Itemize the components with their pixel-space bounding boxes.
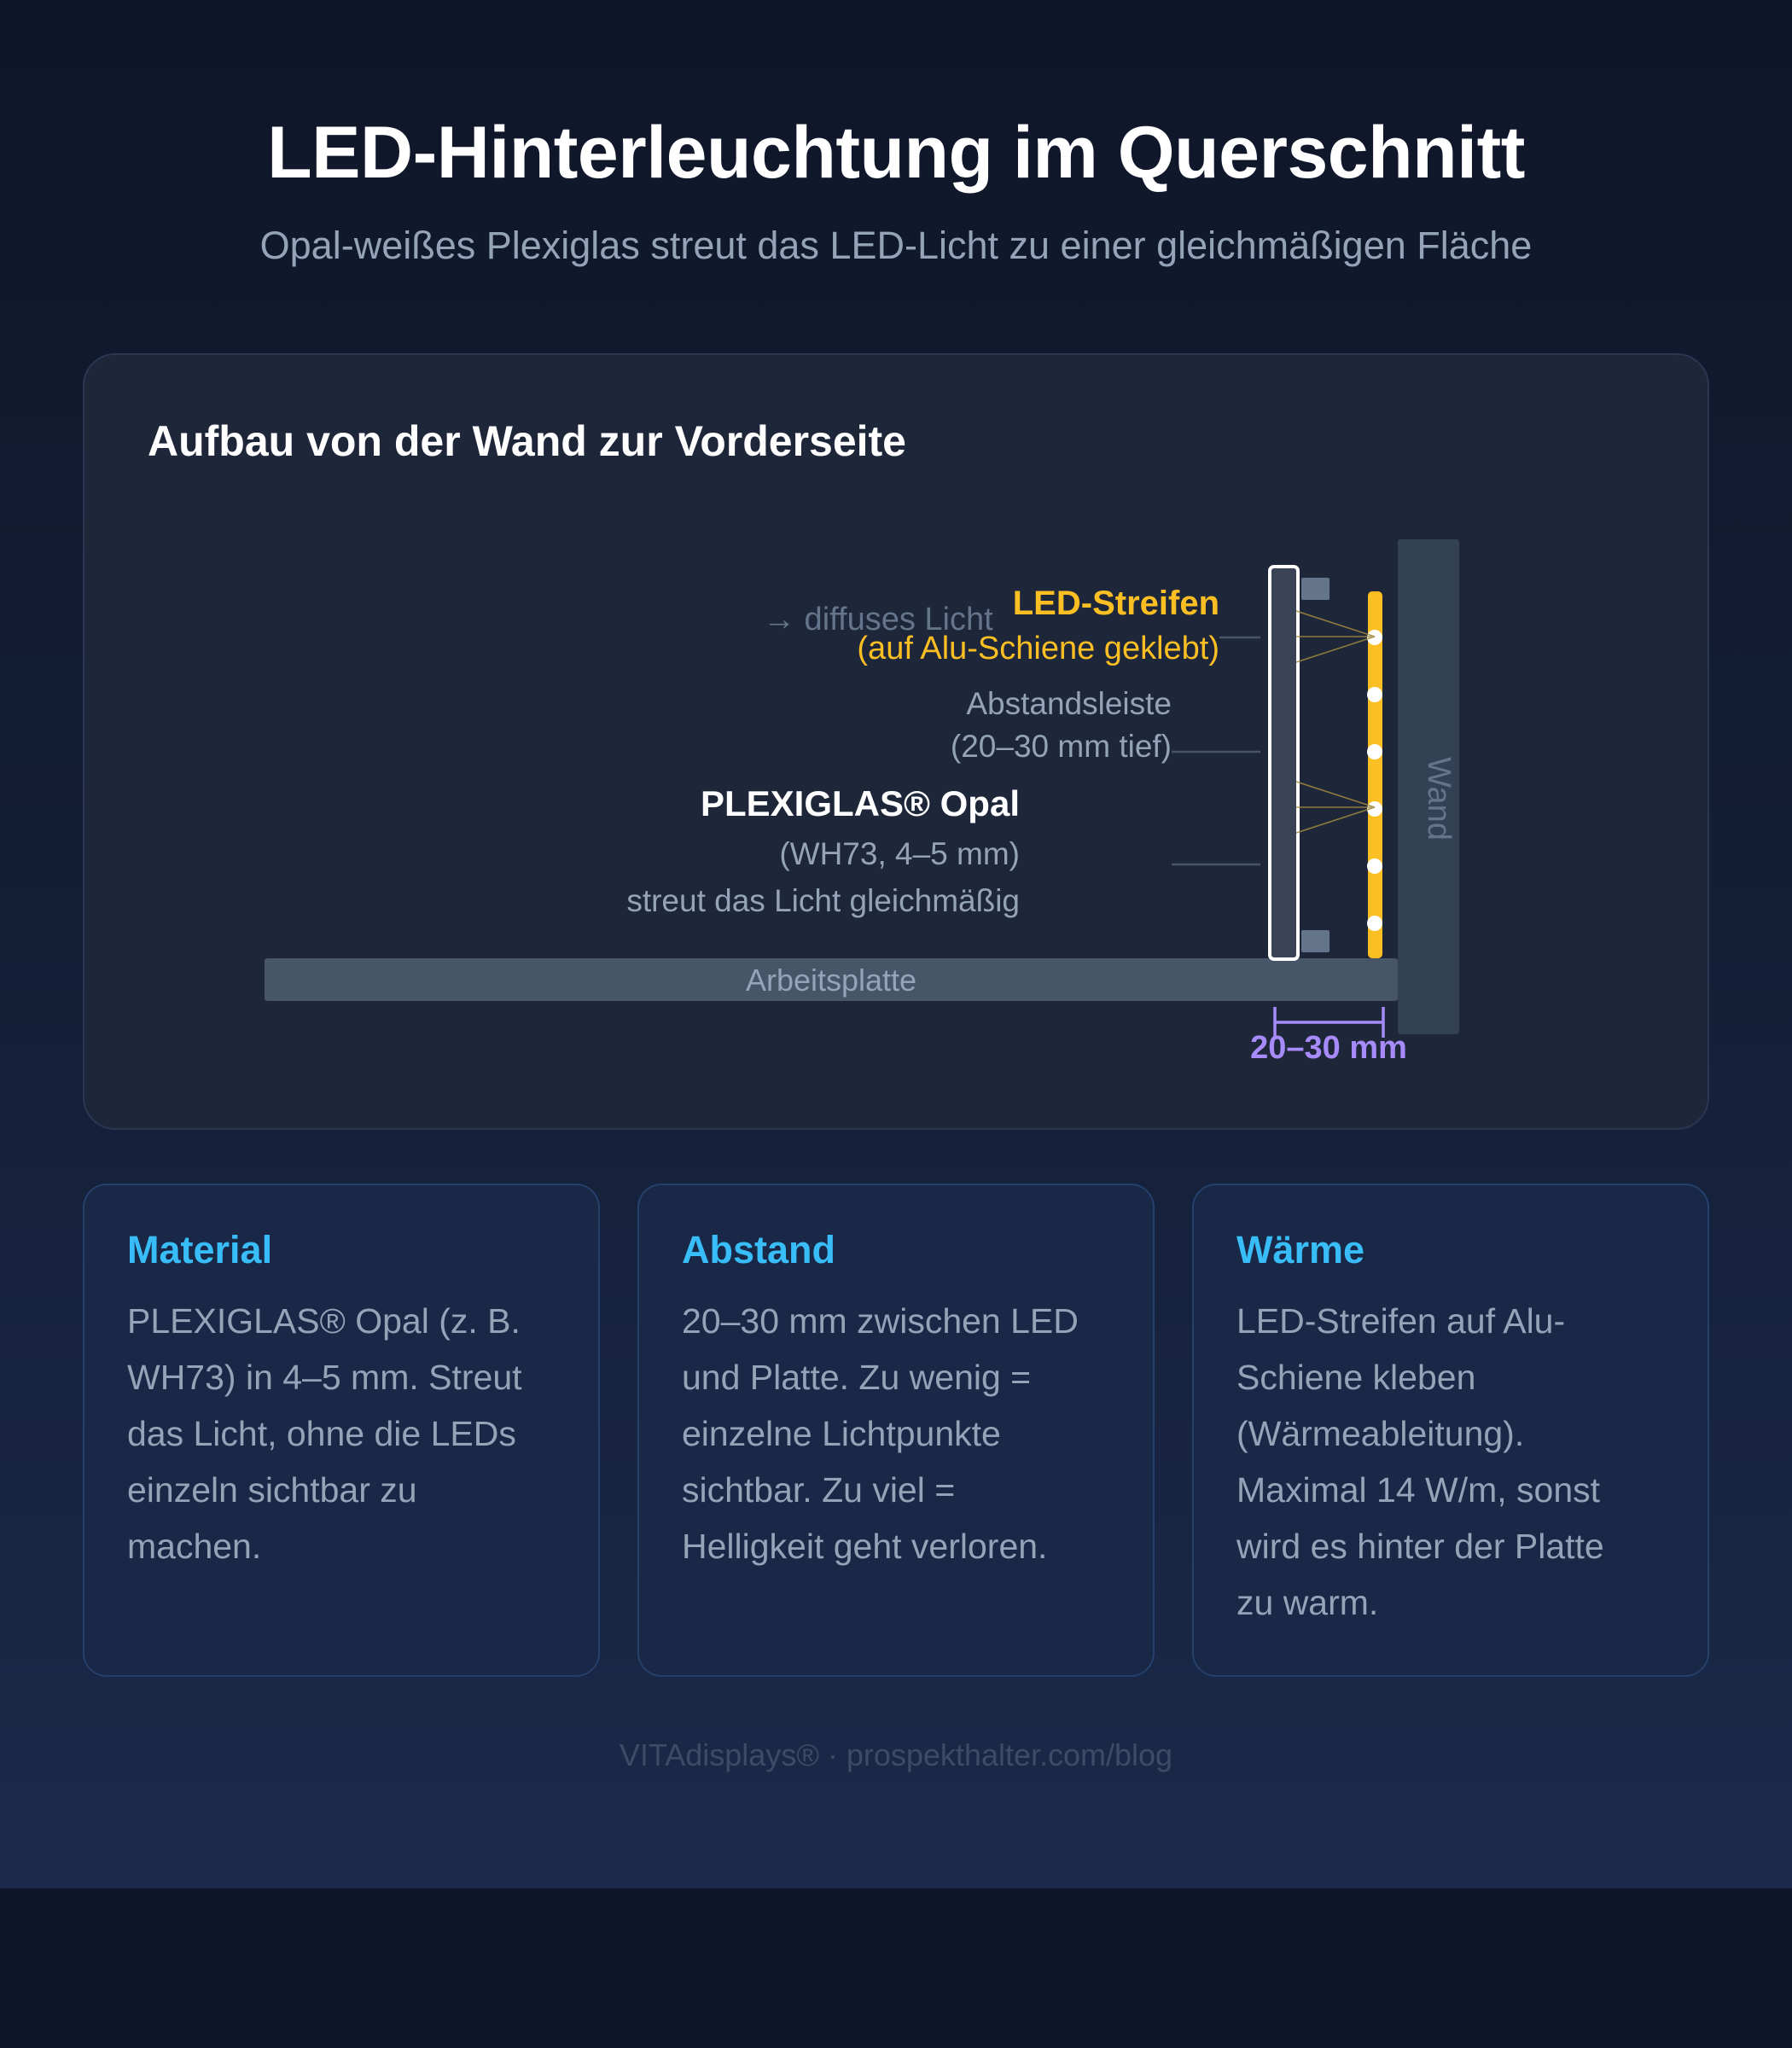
led-dot	[1367, 744, 1382, 759]
plexiglas-panel	[1268, 565, 1300, 961]
plexiglas-subtitle: (WH73, 4–5 mm)	[779, 836, 1020, 871]
card-text-line: 20–30 mm zwischen LED	[682, 1301, 1079, 1341]
countertop-label: Arbeitsplatte	[746, 963, 916, 998]
card-title: Material	[127, 1228, 273, 1271]
light-rays	[1295, 610, 1376, 834]
spacer-label-line1: Abstandsleiste	[966, 686, 1172, 721]
led-dots	[1367, 630, 1382, 931]
led-dot	[1367, 687, 1382, 702]
card-text-line: das Licht, ohne die LEDs	[127, 1414, 516, 1453]
card-text: LED-Streifen auf Alu- Schiene kleben (Wä…	[1236, 1293, 1667, 1631]
wall	[1398, 539, 1459, 1034]
diagram-panel: Aufbau von der Wand zur Vorderseite Wand…	[83, 353, 1709, 1130]
card-text-line: Helligkeit geht verloren.	[682, 1527, 1048, 1566]
card-text-line: Schiene kleben	[1236, 1358, 1476, 1397]
wall-label: Wand	[1421, 757, 1457, 841]
led-strip	[1368, 591, 1382, 958]
page-subtitle: Opal-weißes Plexiglas streut das LED-Lic…	[259, 224, 1533, 267]
plexiglas-note: streut das Licht gleichmäßig	[626, 883, 1020, 918]
card-text-line: (Wärmeableitung).	[1236, 1414, 1525, 1453]
card-abstand: Abstand 20–30 mm zwischen LED und Platte…	[637, 1184, 1155, 1677]
page-title: LED-Hinterleuchtung im Querschnitt	[267, 112, 1525, 194]
card-text-line: sichtbar. Zu viel =	[682, 1470, 956, 1510]
card-material: Material PLEXIGLAS® Opal (z. B. WH73) in…	[83, 1184, 600, 1677]
dimension-label: 20–30 mm	[1250, 1030, 1407, 1066]
card-text: PLEXIGLAS® Opal (z. B. WH73) in 4–5 mm. …	[127, 1293, 557, 1574]
card-text-line: einzelne Lichtpunkte	[682, 1414, 1001, 1453]
card-text-line: und Platte. Zu wenig =	[682, 1358, 1032, 1397]
led-dot	[1367, 858, 1382, 874]
led-dot	[1367, 916, 1382, 931]
footer-credit: VITAdisplays® · prospekthalter.com/blog	[619, 1737, 1173, 1772]
dimension-marker	[1273, 1007, 1385, 1038]
countertop	[265, 958, 1398, 1001]
card-title: Abstand	[682, 1228, 835, 1271]
card-waerme: Wärme LED-Streifen auf Alu- Schiene kleb…	[1192, 1184, 1709, 1677]
card-text: 20–30 mm zwischen LED und Platte. Zu wen…	[682, 1293, 1112, 1574]
card-text-line: Maximal 14 W/m, sonst	[1236, 1470, 1601, 1510]
led-dot	[1367, 801, 1382, 817]
card-text-line: WH73) in 4–5 mm. Streut	[127, 1358, 522, 1397]
card-text-line: zu warm.	[1236, 1583, 1379, 1622]
cross-section-diagram: Wand Arbeitsplatte → diffuses Licht LED-…	[265, 539, 1459, 1066]
spacer-label-line2: (20–30 mm tief)	[951, 729, 1172, 764]
card-text-line: LED-Streifen auf Alu-	[1236, 1301, 1566, 1341]
card-text-line: einzeln sichtbar zu	[127, 1470, 417, 1510]
led-strip-title: LED-Streifen	[1013, 585, 1219, 622]
card-text-line: wird es hinter der Platte	[1236, 1527, 1604, 1566]
diagram-heading: Aufbau von der Wand zur Vorderseite	[148, 417, 906, 465]
info-cards: Material PLEXIGLAS® Opal (z. B. WH73) in…	[83, 1184, 1709, 1677]
plexiglas-title: PLEXIGLAS® Opal	[701, 783, 1020, 823]
led-dot	[1367, 630, 1382, 645]
led-strip-subtitle: (auf Alu-Schiene geklebt)	[857, 631, 1219, 666]
diffuse-light-label: → diffuses Licht	[763, 602, 993, 637]
spacer-block-bottom	[1301, 930, 1329, 952]
card-text-line: machen.	[127, 1527, 262, 1566]
card-text-line: PLEXIGLAS® Opal (z. B.	[127, 1301, 521, 1341]
spacer-block-top	[1301, 578, 1329, 600]
card-title: Wärme	[1236, 1228, 1365, 1271]
